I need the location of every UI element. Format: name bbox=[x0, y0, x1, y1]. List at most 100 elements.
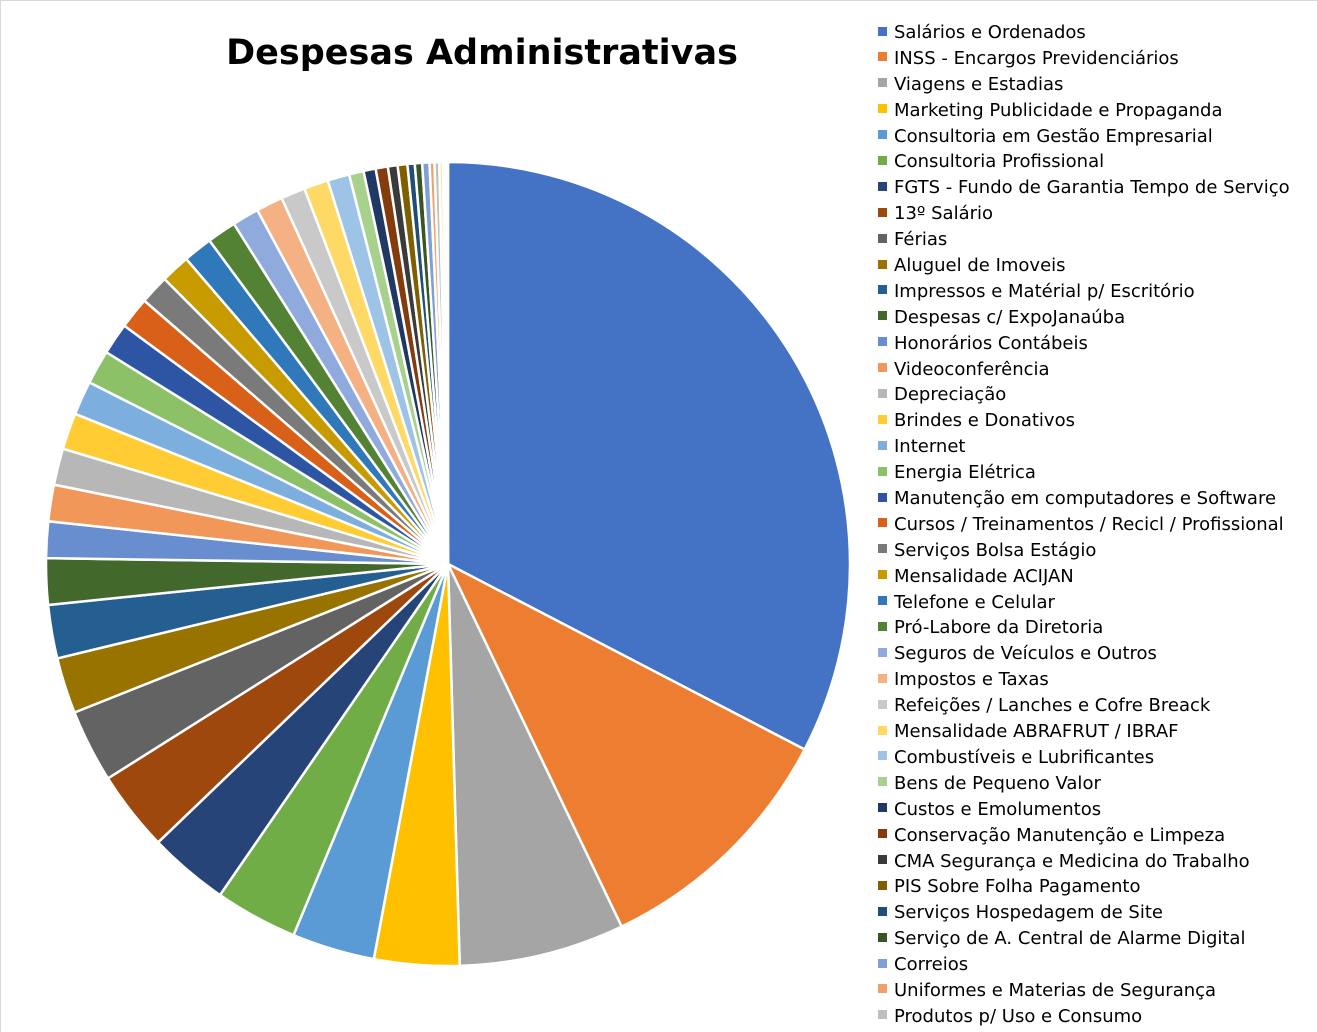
legend-label: Refeições / Lanches e Cofre Breack bbox=[894, 695, 1211, 717]
legend-swatch bbox=[878, 492, 887, 502]
legend-label: Pró-Labore da Diretoria bbox=[894, 617, 1104, 639]
legend-label: Consultoria Profissional bbox=[894, 151, 1105, 173]
legend-label: Conservação Manutenção e Limpeza bbox=[894, 824, 1226, 846]
legend-item: Internet bbox=[875, 434, 1317, 460]
legend-item: Consultoria Profissional bbox=[875, 149, 1317, 175]
legend-item: Salários e Ordenados bbox=[875, 20, 1317, 46]
legend-label: Impostos e Taxas bbox=[894, 669, 1049, 691]
legend-item: Depreciação bbox=[875, 382, 1317, 408]
legend-item: Correios bbox=[875, 952, 1317, 978]
legend-item: Bens de Pequeno Valor bbox=[875, 771, 1317, 797]
legend-swatch bbox=[878, 104, 887, 114]
legend-label: Produtos p/ Uso e Consumo bbox=[894, 1005, 1143, 1027]
legend-label: CMA Segurança e Medicina do Trabalho bbox=[894, 850, 1250, 872]
legend-label: Viagens e Estadias bbox=[894, 73, 1064, 95]
legend-label: Serviço de A. Central de Alarme Digital bbox=[894, 928, 1246, 950]
legend-item: Brindes e Donativos bbox=[875, 408, 1317, 434]
legend-swatch bbox=[878, 880, 887, 890]
legend-swatch bbox=[878, 311, 887, 321]
legend-label: Bens de Pequeno Valor bbox=[894, 772, 1101, 794]
legend-label: FGTS - Fundo de Garantia Tempo de Serviç… bbox=[894, 177, 1290, 199]
legend-swatch bbox=[878, 337, 887, 347]
legend-label: Internet bbox=[894, 436, 966, 458]
legend-swatch bbox=[878, 259, 887, 269]
legend-item: 13º Salário bbox=[875, 201, 1317, 227]
pie-slice bbox=[446, 562, 806, 928]
legend-item: Produtos p/ Uso e Consumo bbox=[875, 1004, 1317, 1030]
legend-label: Aluguel de Imoveis bbox=[894, 255, 1066, 277]
legend-label: 13º Salário bbox=[894, 203, 994, 225]
legend-swatch bbox=[878, 388, 887, 398]
pie-slice bbox=[446, 562, 623, 968]
legend-label: Brindes e Donativos bbox=[894, 410, 1075, 432]
legend-label: Energia Elétrica bbox=[894, 462, 1036, 484]
legend-item: Refeições / Lanches e Cofre Breack bbox=[875, 693, 1317, 719]
legend-label: Salários e Ordenados bbox=[894, 22, 1086, 44]
chart-title: Despesas Administrativas bbox=[226, 33, 738, 73]
legend-item: Serviços Bolsa Estágio bbox=[875, 538, 1317, 564]
legend-item: Manutenção em computadores e Software bbox=[875, 486, 1317, 512]
legend-label: Custos e Emolumentos bbox=[894, 798, 1102, 820]
legend: Salários e Ordenados INSS - Encargos Prev… bbox=[875, 20, 1317, 1030]
legend-swatch bbox=[878, 673, 887, 683]
legend-item: Conservação Manutenção e Limpeza bbox=[875, 823, 1317, 849]
legend-item: Videoconferência bbox=[875, 357, 1317, 383]
legend-label: Consultoria em Gestão Empresarial bbox=[894, 125, 1213, 147]
legend-item: Energia Elétrica bbox=[875, 460, 1317, 486]
legend-item: Pró-Labore da Diretoria bbox=[875, 615, 1317, 641]
legend-label: Honorários Contábeis bbox=[894, 332, 1088, 354]
legend-swatch bbox=[878, 181, 887, 191]
legend-swatch bbox=[878, 958, 887, 968]
legend-item: Mensalidade ACIJAN bbox=[875, 564, 1317, 590]
legend-label: INSS - Encargos Previdenciários bbox=[894, 47, 1179, 69]
legend-item: CMA Segurança e Medicina do Trabalho bbox=[875, 849, 1317, 875]
legend-item: Telefone e Celular bbox=[875, 590, 1317, 616]
legend-swatch bbox=[878, 544, 887, 554]
legend-swatch bbox=[878, 233, 887, 243]
pie-slice bbox=[444, 160, 450, 566]
legend-swatch bbox=[878, 570, 887, 580]
legend-swatch bbox=[878, 855, 887, 864]
legend-item: FGTS - Fundo de Garantia Tempo de Serviç… bbox=[875, 175, 1317, 201]
legend-swatch bbox=[878, 78, 887, 88]
legend-label: Seguros de Veículos e Outros bbox=[894, 643, 1157, 665]
legend-swatch bbox=[878, 932, 887, 942]
legend-item: INSS - Encargos Previdenciários bbox=[875, 46, 1317, 72]
legend-label: Combustíveis e Lubrificantes bbox=[894, 746, 1155, 768]
legend-label: Videoconferência bbox=[894, 358, 1050, 380]
legend-item: Marketing Publicidade e Propaganda bbox=[875, 98, 1317, 124]
legend-item: Custos e Emolumentos bbox=[875, 797, 1317, 823]
legend-swatch bbox=[878, 130, 887, 140]
legend-swatch bbox=[878, 440, 887, 450]
legend-swatch bbox=[878, 777, 887, 787]
legend-item: PIS Sobre Folha Pagamento bbox=[875, 874, 1317, 900]
legend-item: Despesas c/ ExpoJanaúba bbox=[875, 305, 1317, 331]
legend-label: Depreciação bbox=[894, 384, 1007, 406]
legend-swatch bbox=[878, 725, 887, 735]
legend-swatch bbox=[878, 699, 887, 709]
legend-label: Manutenção em computadores e Software bbox=[894, 488, 1277, 510]
legend-swatch bbox=[878, 1010, 887, 1020]
legend-swatch bbox=[878, 751, 887, 761]
legend-swatch bbox=[878, 518, 887, 528]
legend-swatch bbox=[878, 285, 887, 295]
legend-label: PIS Sobre Folha Pagamento bbox=[894, 876, 1141, 898]
legend-item: Viagens e Estadias bbox=[875, 72, 1317, 98]
legend-label: Correios bbox=[894, 954, 969, 976]
legend-swatch bbox=[878, 26, 887, 36]
legend-item: Serviço de A. Central de Alarme Digital bbox=[875, 926, 1317, 952]
legend-swatch bbox=[878, 829, 887, 839]
legend-swatch bbox=[878, 363, 887, 373]
legend-item: Férias bbox=[875, 227, 1317, 253]
legend-swatch bbox=[878, 155, 887, 165]
legend-label: Impressos e Matérial p/ Escritório bbox=[894, 280, 1195, 302]
legend-label: Telefone e Celular bbox=[894, 591, 1055, 613]
legend-label: Cursos / Treinamentos / Recicl / Profiss… bbox=[894, 513, 1284, 535]
legend-label: Uniformes e Materias de Segurança bbox=[894, 980, 1217, 1001]
legend-swatch bbox=[878, 906, 887, 916]
legend-swatch bbox=[878, 414, 887, 424]
pie-slice bbox=[446, 160, 852, 751]
legend-swatch bbox=[878, 647, 887, 657]
